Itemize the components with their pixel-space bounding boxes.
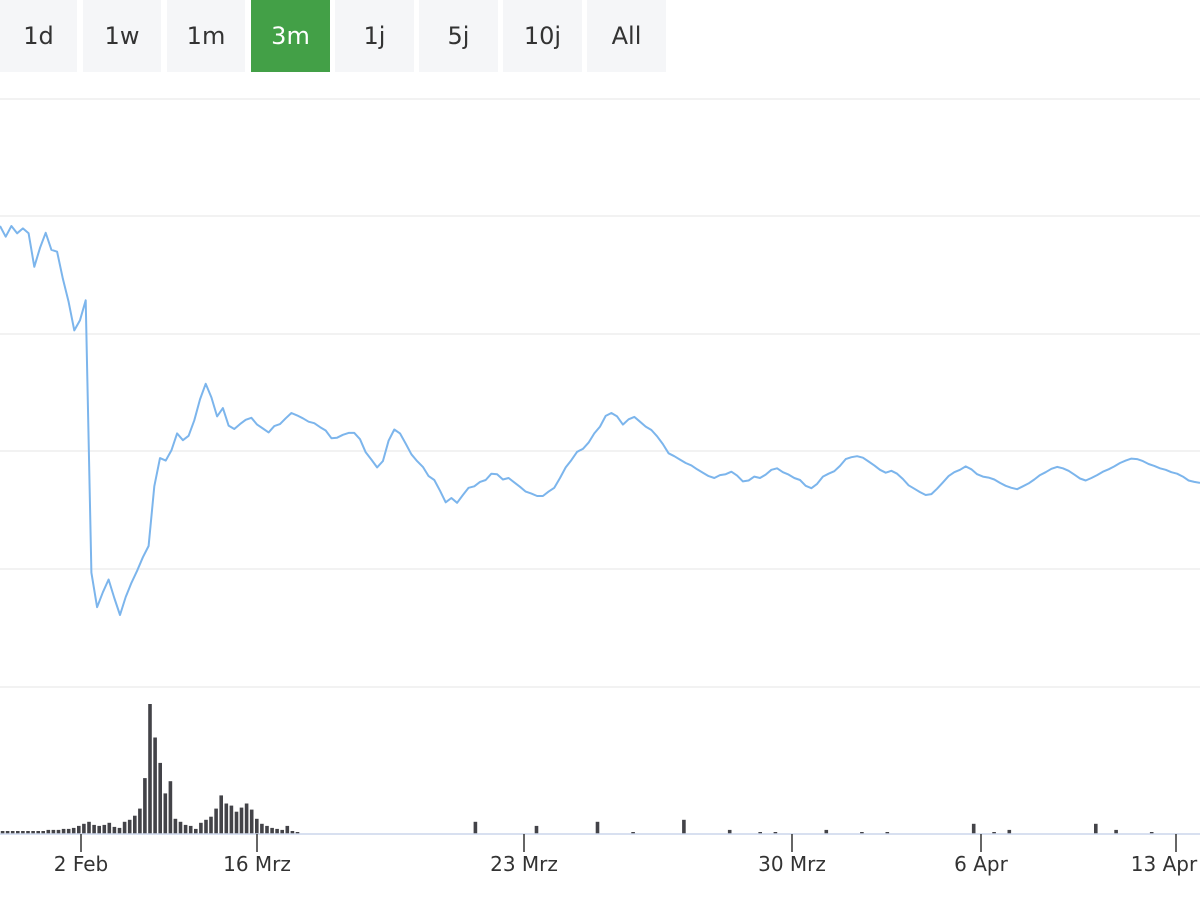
volume-bar [239, 807, 244, 834]
x-tick-label: 16 Mrz [223, 852, 291, 876]
range-button-all[interactable]: All [587, 0, 666, 72]
volume-bar [102, 824, 107, 834]
volume-bar [682, 819, 686, 834]
volume-bar [280, 829, 284, 834]
volume-bar [97, 825, 101, 834]
volume-bar [285, 825, 290, 834]
volume-bar [71, 827, 76, 834]
volume-bar [112, 826, 117, 834]
volume-bar [1094, 823, 1098, 834]
volume-bar [1114, 829, 1118, 834]
range-button-1m[interactable]: 1m [167, 0, 245, 72]
range-button-3m[interactable]: 3m [251, 0, 330, 72]
gridlines [0, 98, 1200, 688]
range-button-1w[interactable]: 1w [83, 0, 161, 72]
volume-bar [209, 816, 213, 834]
volume-bar [773, 832, 778, 834]
volume-bar [117, 827, 122, 834]
volume-bar [249, 809, 254, 834]
volume-bar [46, 829, 51, 834]
volume-bar [204, 819, 208, 834]
volume-bar [41, 831, 45, 834]
volume-bar [107, 822, 112, 834]
price-series-line [0, 225, 1200, 616]
volume-bar [971, 823, 976, 834]
volume-bar [163, 793, 168, 834]
volume-bar [51, 829, 56, 834]
volume-bar [244, 803, 249, 834]
volume-bar [885, 832, 890, 834]
volume-bars [0, 704, 1154, 834]
volume-bar [631, 832, 635, 834]
volume-bar [10, 831, 15, 834]
volume-bar [56, 829, 61, 834]
volume-bar [173, 818, 178, 834]
x-tick-label: 13 Apr [1131, 852, 1198, 876]
volume-bar [295, 832, 300, 834]
volume-bar [824, 829, 829, 834]
volume-bar [0, 831, 5, 834]
volume-bar [1149, 832, 1154, 834]
range-button-10j[interactable]: 10j [503, 0, 582, 72]
x-tick-label: 6 Apr [954, 852, 1008, 876]
volume-bar [36, 831, 40, 834]
volume-bar [255, 818, 259, 834]
volume-bar [122, 821, 127, 834]
volume-bar [178, 821, 183, 834]
volume-bar [183, 824, 188, 834]
volume-bar [229, 805, 234, 834]
volume-bar [26, 831, 30, 834]
volume-bar [214, 808, 218, 834]
volume-bar [534, 825, 539, 834]
volume-bar [234, 811, 239, 834]
volume-bar [77, 825, 81, 834]
volume-bar [148, 704, 152, 834]
volume-bar [270, 827, 274, 834]
volume-bar [87, 821, 91, 834]
range-selector: 1d 1w 1m 3m 1j 5j 10j All [0, 0, 1200, 72]
x-tick-label: 23 Mrz [490, 852, 558, 876]
volume-bar [758, 832, 762, 834]
volume-bar [727, 829, 732, 834]
volume-bar [595, 821, 600, 834]
volume-bar [82, 823, 86, 834]
volume-bar [992, 832, 996, 834]
range-button-1j[interactable]: 1j [335, 0, 414, 72]
volume-bar [16, 831, 20, 834]
volume-bar [473, 821, 478, 834]
volume-bar [199, 822, 203, 834]
volume-bar [224, 803, 229, 834]
volume-bar [31, 831, 35, 834]
x-axis-ticks: 2 Feb 16 Mrz 23 Mrz 30 Mrz 6 Apr 13 Apr [54, 834, 1198, 876]
volume-bar [194, 828, 198, 834]
volume-bar [61, 828, 66, 834]
volume-bar [219, 795, 223, 834]
price-chart: 2 Feb 16 Mrz 23 Mrz 30 Mrz 6 Apr 13 Apr [0, 98, 1200, 876]
volume-bar [860, 832, 864, 834]
volume-bar [66, 828, 71, 834]
x-tick-label: 2 Feb [54, 852, 109, 876]
volume-bar [158, 762, 162, 834]
volume-bar [188, 825, 193, 834]
volume-bar [5, 831, 10, 834]
volume-bar [1007, 829, 1012, 834]
volume-bar [153, 737, 157, 834]
volume-bar [143, 778, 147, 834]
volume-bar [290, 831, 295, 834]
volume-bar [133, 815, 137, 834]
volume-bar [260, 823, 264, 834]
volume-bar [92, 824, 96, 834]
volume-bar [127, 819, 132, 834]
volume-bar [138, 808, 142, 834]
range-button-5j[interactable]: 5j [419, 0, 498, 72]
volume-bar [265, 825, 269, 834]
range-button-1d[interactable]: 1d [0, 0, 77, 72]
x-tick-label: 30 Mrz [758, 852, 826, 876]
volume-bar [168, 781, 173, 834]
volume-bar [275, 828, 279, 834]
volume-bar [21, 831, 25, 834]
